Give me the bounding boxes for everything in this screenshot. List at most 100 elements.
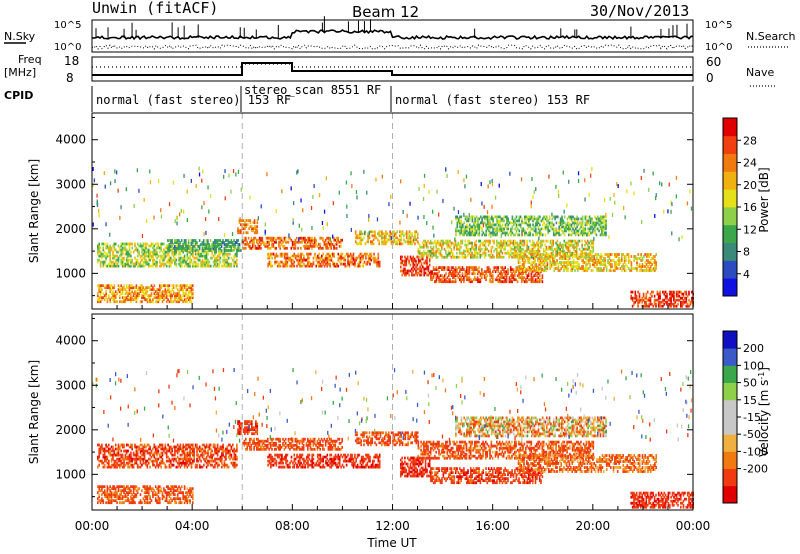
- echo-cell: [432, 249, 435, 253]
- echo-cell: [542, 269, 545, 272]
- echo-cell: [369, 262, 371, 266]
- echo-cell: [428, 263, 431, 267]
- echo-cell: [530, 204, 532, 209]
- echo-cell: [518, 247, 520, 251]
- echo-cell: [234, 243, 237, 246]
- echo-cell: [532, 261, 535, 264]
- echo-cell: [186, 218, 188, 223]
- echo-cell: [557, 215, 559, 219]
- echo-cell: [516, 268, 519, 271]
- echo-cell: [280, 236, 283, 240]
- echo-cell: [271, 256, 273, 260]
- echo-cell: [577, 241, 579, 245]
- echo-cell: [174, 258, 176, 262]
- echo-cell: [675, 304, 678, 308]
- echo-cell: [190, 300, 193, 304]
- echo-cell: [341, 256, 344, 260]
- echo-cell: [413, 259, 416, 263]
- echo-cell: [504, 241, 506, 245]
- echo-cell: [478, 247, 480, 251]
- echo-cell: [131, 286, 133, 290]
- echo-cell: [186, 258, 189, 262]
- echo-cell: [537, 227, 540, 231]
- echo-cell: [278, 236, 280, 240]
- echo-cell: [287, 240, 290, 244]
- echo-cell: [656, 290, 659, 294]
- echo-cell: [673, 292, 675, 296]
- cpid-segment-1: normal (fast stereo) 153 RF: [96, 93, 291, 107]
- echo-cell: [584, 197, 586, 202]
- echo-cell: [223, 262, 226, 266]
- echo-cell: [430, 276, 432, 280]
- echo-cell: [430, 272, 432, 276]
- echo-cell: [454, 272, 457, 276]
- echo-cell: [485, 225, 487, 229]
- echo-cell: [577, 171, 580, 176]
- echo-cell: [226, 252, 229, 256]
- echo-cell: [602, 217, 605, 221]
- echo-cell: [103, 455, 106, 459]
- echo-cell: [355, 256, 357, 260]
- echo-cell: [174, 241, 176, 244]
- echo-cell: [307, 258, 309, 262]
- echo-cell: [659, 292, 661, 296]
- echo-cell: [120, 244, 122, 248]
- echo-cell: [175, 262, 178, 266]
- echo-cell: [530, 200, 532, 205]
- echo-cell: [527, 261, 529, 264]
- echo-cell: [545, 255, 547, 258]
- echo-cell: [523, 241, 526, 245]
- echo-cell: [598, 223, 600, 227]
- echo-cell: [307, 240, 309, 244]
- echo-cell: [640, 267, 642, 270]
- echo-cell: [485, 233, 487, 237]
- echo-cell: [142, 294, 145, 298]
- echo-cell: [312, 195, 314, 199]
- echo-cell: [544, 225, 547, 229]
- echo-cell: [406, 271, 409, 275]
- echo-cell: [131, 463, 133, 467]
- echo-cell: [571, 255, 574, 259]
- echo-cell: [662, 290, 664, 294]
- echo-cell: [456, 247, 458, 251]
- echo-cell: [113, 300, 116, 304]
- echo-cell: [316, 254, 319, 258]
- echo-cell: [145, 288, 147, 292]
- echo-cell: [354, 240, 357, 244]
- echo-cell: [528, 231, 530, 235]
- echo-cell: [645, 292, 648, 296]
- echo-cell: [566, 245, 568, 249]
- echo-cell: [510, 228, 512, 232]
- echo-cell: [182, 294, 184, 298]
- echo-cell: [408, 236, 411, 240]
- nsky-label: N.Sky: [4, 30, 36, 43]
- echo-cell: [524, 221, 526, 225]
- echo-cell: [531, 253, 534, 256]
- echo-cell: [556, 259, 558, 262]
- echo-cell: [410, 240, 412, 244]
- echo-cell: [524, 231, 526, 235]
- echo-cell: [599, 223, 602, 227]
- echo-cell: [128, 288, 131, 292]
- echo-cell: [559, 219, 562, 223]
- echo-cell: [634, 290, 637, 294]
- echo-cell: [534, 249, 537, 253]
- echo-cell: [168, 258, 171, 262]
- echo-cell: [490, 255, 493, 259]
- echo-cell: [219, 256, 222, 260]
- echo-cell: [416, 267, 419, 271]
- echo-cell: [519, 276, 522, 280]
- echo-cell: [359, 232, 361, 236]
- echo-cell: [560, 261, 562, 264]
- echo-cell: [174, 292, 176, 296]
- echo-cell: [442, 198, 444, 203]
- echo-cell: [167, 290, 169, 294]
- echo-cell: [524, 261, 527, 264]
- echo-cell: [642, 298, 645, 302]
- echo-cell: [402, 267, 405, 271]
- echo-cell: [475, 239, 477, 243]
- echo-cell: [233, 243, 235, 246]
- echo-cell: [163, 264, 165, 268]
- echo-cell: [657, 292, 660, 296]
- echo-cell: [142, 262, 145, 266]
